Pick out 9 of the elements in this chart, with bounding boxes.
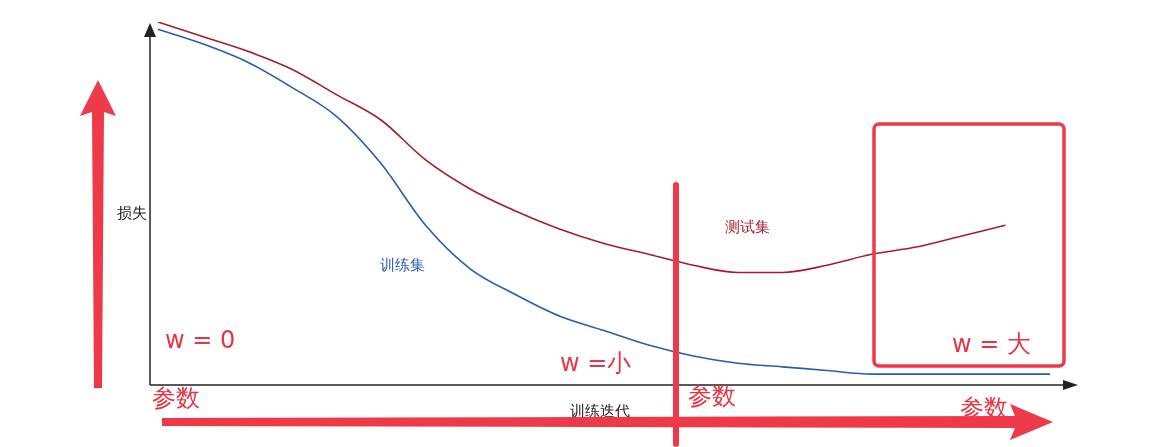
annotation: w =小 <box>560 349 632 378</box>
x-axis-title: 训练迭代 <box>570 401 630 420</box>
annotation: w = 大 <box>952 330 1031 359</box>
series-label: 训练集 <box>379 255 425 274</box>
y-axis-title: 损失 <box>117 203 147 222</box>
annotation: w = 0 <box>165 326 236 355</box>
annotation: 参数 <box>688 382 736 411</box>
text: 测试集 <box>724 217 770 236</box>
annotation: 参数 <box>152 384 200 413</box>
